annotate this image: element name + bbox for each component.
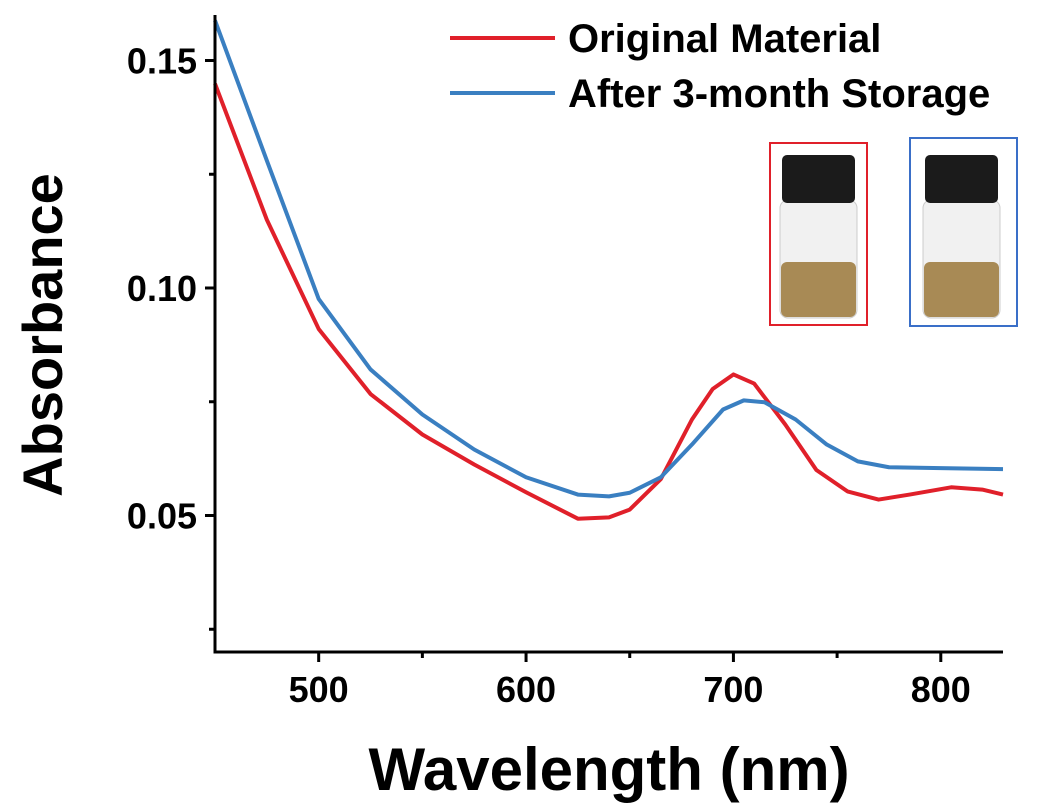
- x-tick-label: 600: [496, 669, 556, 710]
- legend-label: Original Material: [568, 17, 881, 61]
- vial-cap: [782, 155, 855, 203]
- vial-liquid: [781, 262, 856, 317]
- y-tick-label: 0.15: [127, 41, 197, 82]
- data-line: [213, 19, 1004, 499]
- vial-liquid: [924, 262, 999, 317]
- x-axis-title: Wavelength (nm): [368, 736, 849, 803]
- x-tick-label: 800: [911, 669, 971, 710]
- photo-frame: [769, 142, 868, 326]
- y-tick-label: 0.05: [127, 496, 197, 537]
- vial-cap: [925, 155, 998, 203]
- x-tick-label: 700: [703, 669, 763, 710]
- y-axis-title: Absorbance: [11, 173, 74, 497]
- data-line: [213, 82, 1004, 521]
- x-tick-label: 500: [289, 669, 349, 710]
- legend-label: After 3-month Storage: [568, 72, 990, 116]
- y-tick-label: 0.10: [127, 268, 197, 309]
- vial-photos: [769, 137, 1018, 327]
- photo-frame: [909, 137, 1018, 327]
